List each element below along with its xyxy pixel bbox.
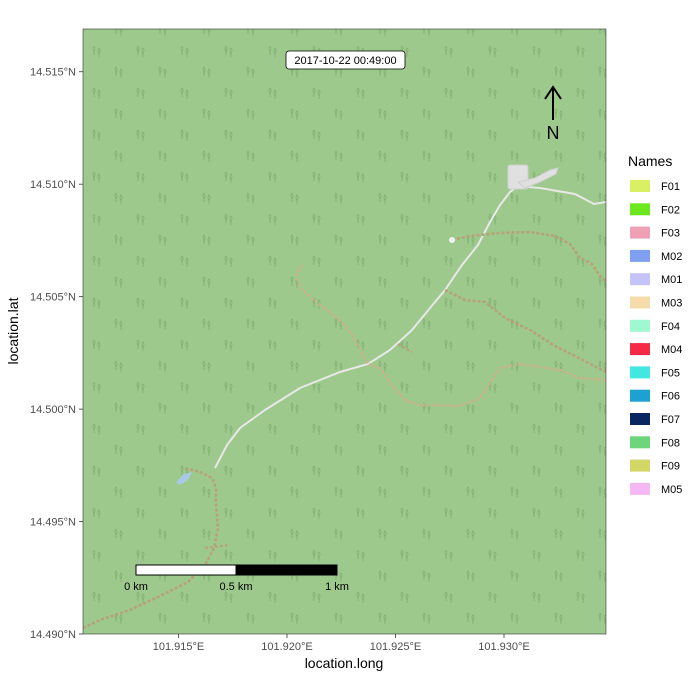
track-spur: [397, 343, 413, 353]
legend-swatch-m01: [630, 273, 650, 286]
timestamp-label: 2017-10-22 00:49:00: [285, 50, 406, 70]
scale-label-0: 0 km: [124, 581, 148, 593]
y-axis-title: location.lat: [5, 297, 21, 364]
legend-label-m02: M02: [661, 251, 682, 263]
y-tick-label: 14.500°N: [30, 404, 76, 416]
north-arrow-label: N: [547, 123, 560, 143]
legend-swatch-f06: [630, 389, 650, 402]
y-tick-label: 14.515°N: [30, 67, 76, 79]
y-tick-label: 14.495°N: [30, 517, 76, 529]
legend-label-f01: F01: [661, 181, 680, 193]
y-tick-label: 14.505°N: [30, 292, 76, 304]
legend-swatch-f03: [630, 226, 650, 239]
scale-bar: 0 km 0.5 km 1 km: [124, 564, 349, 593]
x-tick-label: 101.915°E: [153, 641, 205, 653]
legend-swatch-m03: [630, 296, 650, 309]
legend-label-m01: M01: [661, 274, 682, 286]
legend-swatch-f08: [630, 436, 650, 449]
y-tick-label: 14.510°N: [30, 179, 76, 191]
legend-swatch-f09: [630, 459, 650, 472]
settlement: [507, 164, 559, 190]
track-southwest: [83, 466, 220, 630]
track-northeast: [451, 230, 606, 283]
legend-label-f07: F07: [661, 414, 680, 426]
x-tick-label: 101.930°E: [478, 641, 530, 653]
y-tick-label: 14.490°N: [30, 629, 76, 641]
legend-label-f04: F04: [661, 321, 680, 333]
legend-label-f05: F05: [661, 367, 680, 379]
legend-label-f08: F08: [661, 437, 680, 449]
scale-label-2: 1 km: [325, 581, 349, 593]
legend-label-m05: M05: [661, 484, 682, 496]
legend-swatch-f02: [630, 203, 650, 216]
x-tick-label: 101.925°E: [370, 641, 422, 653]
legend-label-f03: F03: [661, 228, 680, 240]
legend-label-m04: M04: [661, 344, 682, 356]
legend: Names F01 F02 F03 M02 M01 M03 F04 M04 F05 F06 F07 F…: [628, 153, 682, 496]
scale-label-1: 0.5 km: [219, 581, 252, 593]
legend-swatch-f01: [630, 180, 650, 192]
timestamp-text: 2017-10-22 00:49:00: [294, 55, 396, 67]
legend-label-f09: F09: [661, 461, 680, 473]
legend-swatch-m05: [630, 482, 650, 495]
legend-swatch-f05: [630, 366, 650, 379]
x-tick-label: 101.920°E: [261, 641, 313, 653]
panel-border: [82, 28, 607, 635]
y-axis: 14.490°N 14.495°N 14.500°N 14.505°N 14.510°N…: [30, 67, 83, 641]
legend-title: Names: [628, 153, 672, 169]
legend-swatch-m02: [630, 249, 650, 262]
legend-swatch-f04: [630, 319, 650, 332]
map-features: [83, 164, 606, 630]
north-arrow: N: [544, 85, 562, 143]
track-south-branch: [204, 544, 231, 549]
x-axis: 101.915°E 101.920°E 101.925°E 101.930°E: [153, 634, 530, 653]
legend-label-f02: F02: [661, 204, 680, 216]
legend-swatch-f07: [630, 413, 650, 425]
legend-label-m03: M03: [661, 298, 682, 310]
track-end-marker: [449, 237, 455, 243]
track-east: [444, 288, 606, 374]
legend-label-f06: F06: [661, 391, 680, 403]
water-body: [176, 472, 192, 485]
map-panel: [82, 28, 607, 635]
forest-tree-symbols: [83, 29, 606, 634]
x-axis-title: location.long: [305, 655, 384, 671]
track-central: [294, 264, 606, 408]
legend-swatch-m04: [630, 343, 650, 356]
